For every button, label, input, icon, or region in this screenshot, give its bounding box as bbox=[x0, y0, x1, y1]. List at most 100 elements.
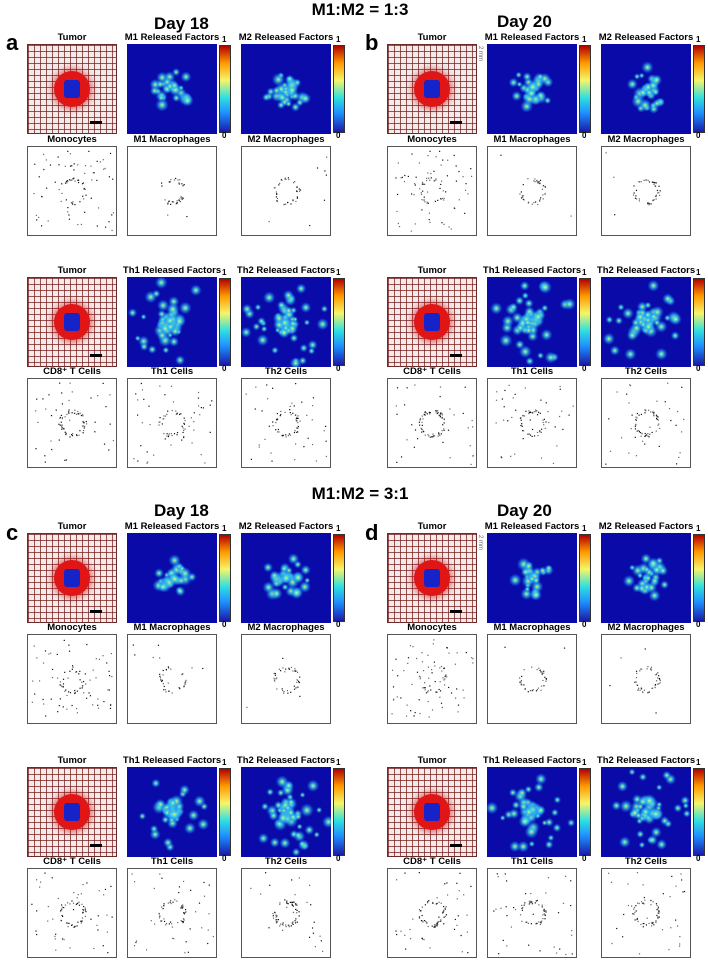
cell-dot bbox=[495, 422, 497, 424]
cell-dot bbox=[528, 411, 531, 414]
cell-dot bbox=[292, 182, 295, 184]
cell-dot bbox=[432, 436, 434, 438]
cell-dot bbox=[61, 428, 63, 430]
day18-header-top: Day 18 bbox=[154, 14, 209, 33]
cell-dot bbox=[520, 424, 522, 427]
cell-dot bbox=[193, 421, 195, 423]
cell-dot bbox=[522, 438, 524, 440]
cell-dot bbox=[323, 199, 326, 201]
cell-dot bbox=[655, 430, 657, 432]
cell-dot bbox=[54, 938, 56, 940]
cell-dot bbox=[275, 919, 277, 921]
cell-dot bbox=[652, 411, 654, 413]
cell-dot bbox=[396, 193, 399, 196]
hotspot bbox=[155, 98, 169, 112]
cell-dot bbox=[436, 410, 439, 412]
cell-dot bbox=[163, 918, 165, 920]
cell-dot bbox=[280, 670, 282, 672]
cell-dot bbox=[648, 204, 650, 206]
cell-dot bbox=[292, 670, 294, 672]
cell-dot bbox=[312, 397, 315, 399]
cell-dot bbox=[454, 918, 456, 921]
scale-bar bbox=[90, 354, 102, 357]
cell-dot bbox=[172, 201, 175, 203]
cell-dot bbox=[428, 218, 430, 221]
cell-dot bbox=[55, 409, 57, 411]
cell-dot bbox=[644, 412, 646, 414]
cell-dot bbox=[419, 188, 421, 190]
cell-dot bbox=[280, 410, 282, 413]
cell-dot bbox=[183, 435, 185, 438]
cell-dot bbox=[634, 418, 637, 421]
cell-dot bbox=[423, 919, 426, 922]
colorbar bbox=[579, 768, 591, 856]
cell-dot bbox=[427, 434, 429, 436]
cell-dot bbox=[621, 437, 623, 439]
cell-dot bbox=[472, 455, 474, 457]
cell-dot bbox=[523, 199, 525, 201]
cell-dot bbox=[421, 661, 424, 663]
cell-dot bbox=[638, 181, 641, 183]
cell-dot bbox=[648, 922, 650, 925]
cell-dot bbox=[82, 685, 84, 687]
cell-dot bbox=[60, 910, 62, 912]
cell-dot bbox=[245, 393, 247, 395]
cell-dot bbox=[657, 912, 659, 914]
cell-dot bbox=[407, 175, 409, 178]
cell-dot bbox=[75, 707, 78, 710]
cell-dot bbox=[645, 434, 648, 436]
cell-dot bbox=[286, 906, 288, 908]
cell-dot bbox=[443, 923, 445, 925]
cell-dot bbox=[609, 684, 611, 687]
cell-dot bbox=[74, 692, 76, 694]
hotspot bbox=[508, 808, 520, 820]
cell-dot bbox=[431, 672, 433, 674]
cell-dot bbox=[141, 389, 144, 391]
colorbar-min: 0 bbox=[582, 131, 587, 140]
cell-dot bbox=[159, 385, 161, 387]
cell-dot bbox=[55, 949, 57, 951]
cell-dot bbox=[668, 949, 670, 951]
cell-dot bbox=[163, 415, 165, 417]
cell-dot bbox=[297, 425, 299, 428]
cell-dot bbox=[544, 914, 546, 916]
cell-dot bbox=[635, 905, 637, 907]
cell-dot bbox=[298, 188, 300, 190]
panel-a-2-th2-released-title: Th2 Released Factors bbox=[236, 265, 336, 276]
cell-dot bbox=[279, 182, 281, 185]
hotspot bbox=[643, 82, 654, 93]
heatmap-field bbox=[611, 768, 691, 850]
cell-dot bbox=[657, 416, 659, 418]
cell-dot bbox=[261, 410, 263, 412]
cell-dot bbox=[61, 192, 63, 195]
cell-dot bbox=[636, 918, 638, 921]
cell-dot bbox=[633, 908, 635, 910]
cell-dot bbox=[439, 690, 442, 692]
cell-dot bbox=[178, 886, 181, 888]
cell-dot bbox=[545, 402, 547, 404]
cell-dot bbox=[276, 688, 278, 690]
cell-dot bbox=[391, 713, 393, 715]
cell-dot bbox=[396, 879, 398, 881]
cell-dot bbox=[427, 654, 429, 656]
cell-dot bbox=[636, 684, 638, 686]
cell-dot bbox=[275, 678, 277, 680]
cell-dot bbox=[64, 431, 66, 433]
cell-dot bbox=[628, 402, 630, 404]
cell-dot bbox=[149, 423, 151, 426]
cell-dot bbox=[298, 681, 300, 684]
cell-dot bbox=[656, 914, 658, 917]
cell-dot bbox=[535, 690, 538, 692]
cell-dot bbox=[526, 433, 529, 435]
cell-dot bbox=[431, 925, 433, 927]
cell-dot bbox=[293, 685, 295, 687]
cell-dot bbox=[669, 896, 671, 898]
cell-dot bbox=[272, 912, 274, 915]
cell-scatter bbox=[495, 384, 574, 464]
cell-dot bbox=[635, 195, 637, 197]
cell-dot bbox=[159, 673, 161, 675]
cell-dot bbox=[445, 914, 448, 916]
cell-dot bbox=[287, 924, 289, 926]
cell-dot bbox=[530, 900, 532, 903]
cell-dot bbox=[65, 432, 67, 434]
